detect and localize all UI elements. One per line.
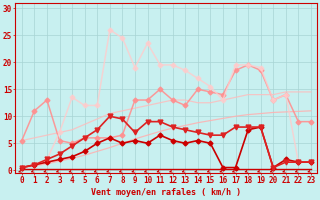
X-axis label: Vent moyen/en rafales ( km/h ): Vent moyen/en rafales ( km/h ) [92,188,241,197]
